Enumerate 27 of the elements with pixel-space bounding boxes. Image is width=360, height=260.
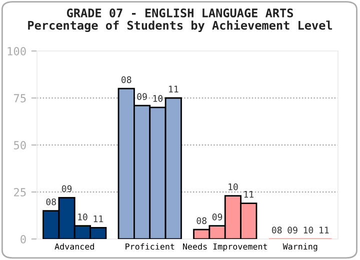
text: 11: [94, 216, 103, 222]
text: 11: [169, 86, 178, 92]
y-tick-label: 100: [8, 47, 26, 56]
text: 08: [46, 198, 56, 206]
series-label: 10: [78, 214, 88, 220]
text: 08: [272, 226, 282, 234]
x-tick-label: Warning: [282, 243, 318, 252]
chart-title: GRADE 07 - ENGLISH LANGUAGE ARTS: [66, 8, 294, 18]
text: 09: [137, 93, 147, 100]
text: 10: [304, 226, 314, 234]
y-tick-label: 50: [14, 141, 26, 150]
x-tick-label: Advanced: [54, 243, 94, 250]
text: 08: [196, 217, 206, 224]
series-label: 09: [62, 185, 72, 192]
text: 10: [153, 95, 163, 102]
y-tick-label: 75: [14, 94, 26, 102]
series-label: 11: [244, 191, 254, 198]
x-tick-label: Proficient: [126, 243, 174, 250]
text: 09: [288, 226, 298, 234]
text: 11: [320, 226, 329, 234]
x-tick-label: Needs Improvement: [183, 243, 267, 252]
y-tick-label: 0: [20, 235, 26, 244]
series-label: 08: [122, 76, 132, 84]
chart-subtitle: Percentage of Students by Achievement Level: [28, 20, 332, 32]
text: 09: [212, 214, 222, 220]
text: 10: [228, 183, 238, 190]
y-tick-label: 25: [14, 188, 26, 196]
